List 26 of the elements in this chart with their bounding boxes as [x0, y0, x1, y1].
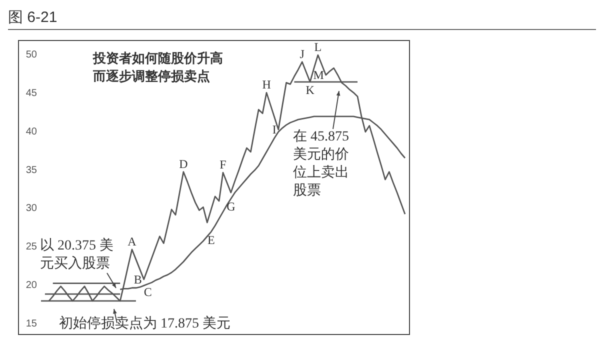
data-label: A: [128, 234, 137, 248]
data-label: J: [300, 46, 305, 61]
data-label: I: [272, 122, 276, 137]
data-label: H: [262, 78, 272, 92]
data-label: D: [179, 156, 188, 171]
data-label: F: [220, 158, 227, 172]
y-tick-label: 20: [26, 280, 38, 292]
annotation: 以 20.375 美元买入股票: [40, 238, 114, 272]
annotation: 初始停损卖点为 17.875 美元: [59, 316, 230, 332]
data-label: K: [306, 82, 315, 97]
chart-title: 图 6-21: [8, 8, 596, 30]
y-tick-label: 40: [26, 126, 38, 138]
y-tick-label: 35: [26, 164, 38, 176]
data-label: C: [144, 285, 152, 300]
y-tick-label: 15: [26, 318, 38, 330]
data-label: G: [226, 200, 236, 214]
data-label: E: [207, 232, 215, 247]
data-label: B: [134, 272, 142, 286]
data-label: M: [313, 68, 324, 82]
y-tick-label: 30: [26, 203, 38, 214]
data-label: L: [314, 40, 322, 54]
y-tick-label: 25: [26, 242, 38, 253]
annotation: 在 45.875 美元的价位上卖出股票: [293, 128, 352, 198]
y-tick-label: 50: [26, 50, 38, 60]
y-tick-label: 45: [26, 88, 38, 99]
chart-subtitle: 投资者如何随股价升高而逐步调整停损卖点: [92, 50, 223, 84]
